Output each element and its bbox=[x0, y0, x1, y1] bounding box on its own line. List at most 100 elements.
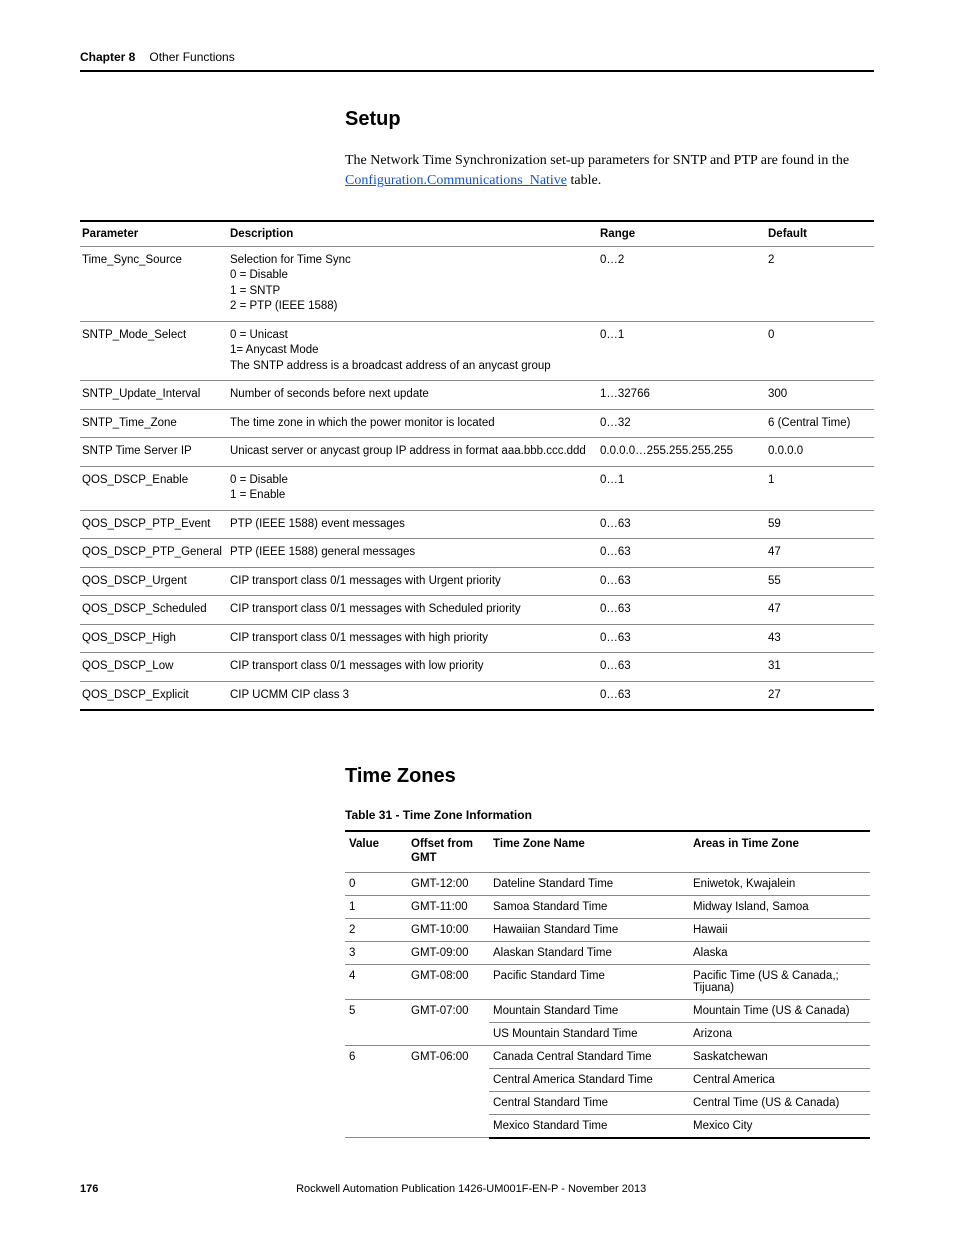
cell-description: Selection for Time Sync0 = Disable1 = SN… bbox=[228, 246, 598, 321]
setup-intro: The Network Time Synchronization set-up … bbox=[345, 151, 874, 192]
cell-parameter: SNTP_Update_Interval bbox=[80, 381, 228, 410]
cell-parameter: QOS_DSCP_Enable bbox=[80, 466, 228, 510]
cell-parameter: SNTP_Time_Zone bbox=[80, 409, 228, 438]
cell-parameter: QOS_DSCP_PTP_General bbox=[80, 539, 228, 568]
table-row: QOS_DSCP_LowCIP transport class 0/1 mess… bbox=[80, 653, 874, 682]
cell-description: CIP transport class 0/1 messages with lo… bbox=[228, 653, 598, 682]
cell-offset: GMT-09:00 bbox=[407, 941, 489, 964]
page-header: Chapter 8 Other Functions bbox=[80, 50, 874, 72]
footer-publication: Rockwell Automation Publication 1426-UM0… bbox=[98, 1183, 844, 1195]
cell-description: Number of seconds before next update bbox=[228, 381, 598, 410]
cell-default: 47 bbox=[766, 539, 874, 568]
cell-offset: GMT-12:00 bbox=[407, 872, 489, 895]
timezone-section: Time Zones Table 31 - Time Zone Informat… bbox=[345, 765, 874, 1139]
cell-range: 0…1 bbox=[598, 466, 766, 510]
table-row: QOS_DSCP_UrgentCIP transport class 0/1 m… bbox=[80, 567, 874, 596]
cell-description: PTP (IEEE 1588) general messages bbox=[228, 539, 598, 568]
footer-page-number: 176 bbox=[80, 1183, 98, 1195]
cell-range: 0…63 bbox=[598, 681, 766, 710]
col-default: Default bbox=[766, 221, 874, 247]
cell-default: 6 (Central Time) bbox=[766, 409, 874, 438]
cell-parameter: Time_Sync_Source bbox=[80, 246, 228, 321]
cell-range: 0…63 bbox=[598, 567, 766, 596]
table-row: 1GMT-11:00Samoa Standard TimeMidway Isla… bbox=[345, 895, 870, 918]
cell-default: 300 bbox=[766, 381, 874, 410]
cell-area: Arizona bbox=[689, 1022, 870, 1045]
setup-section: Setup The Network Time Synchronization s… bbox=[345, 108, 874, 192]
timezone-heading: Time Zones bbox=[345, 765, 874, 788]
cell-parameter: QOS_DSCP_Scheduled bbox=[80, 596, 228, 625]
parameter-table-header-row: Parameter Description Range Default bbox=[80, 221, 874, 247]
cell-description: 0 = Unicast1= Anycast ModeThe SNTP addre… bbox=[228, 321, 598, 381]
cell-description: CIP transport class 0/1 messages with Sc… bbox=[228, 596, 598, 625]
cell-description: PTP (IEEE 1588) event messages bbox=[228, 510, 598, 539]
col-range: Range bbox=[598, 221, 766, 247]
cell-tzname: Mountain Standard Time bbox=[489, 999, 689, 1022]
table-row: QOS_DSCP_PTP_EventPTP (IEEE 1588) event … bbox=[80, 510, 874, 539]
cell-tzname: Central America Standard Time bbox=[489, 1068, 689, 1091]
cell-parameter: SNTP Time Server IP bbox=[80, 438, 228, 467]
table-row: SNTP_Mode_Select0 = Unicast1= Anycast Mo… bbox=[80, 321, 874, 381]
table-row: 5GMT-07:00Mountain Standard TimeMountain… bbox=[345, 999, 870, 1022]
cell-tzname: Pacific Standard Time bbox=[489, 964, 689, 999]
cell-area: Midway Island, Samoa bbox=[689, 895, 870, 918]
cell-tzname: Hawaiian Standard Time bbox=[489, 918, 689, 941]
page: Chapter 8 Other Functions Setup The Netw… bbox=[0, 0, 954, 1235]
table-row: 6GMT-06:00Canada Central Standard TimeSa… bbox=[345, 1045, 870, 1068]
cell-default: 55 bbox=[766, 567, 874, 596]
cell-area: Central America bbox=[689, 1068, 870, 1091]
cell-value: 4 bbox=[345, 964, 407, 999]
table-row: 2GMT-10:00Hawaiian Standard TimeHawaii bbox=[345, 918, 870, 941]
cell-range: 0…63 bbox=[598, 510, 766, 539]
table-row: QOS_DSCP_HighCIP transport class 0/1 mes… bbox=[80, 624, 874, 653]
cell-tzname: Canada Central Standard Time bbox=[489, 1045, 689, 1068]
cell-parameter: QOS_DSCP_Explicit bbox=[80, 681, 228, 710]
cell-range: 0…63 bbox=[598, 624, 766, 653]
timezone-table-header-row: Value Offset from GMT Time Zone Name Are… bbox=[345, 831, 870, 872]
cell-range: 0…63 bbox=[598, 539, 766, 568]
page-footer: 176 Rockwell Automation Publication 1426… bbox=[80, 1183, 874, 1195]
cell-area: Pacific Time (US & Canada,; Tijuana) bbox=[689, 964, 870, 999]
cell-value: 1 bbox=[345, 895, 407, 918]
cell-tzname: Dateline Standard Time bbox=[489, 872, 689, 895]
cell-default: 0 bbox=[766, 321, 874, 381]
config-link[interactable]: Configuration.Communications_Native bbox=[345, 173, 567, 188]
cell-value: 5 bbox=[345, 999, 407, 1045]
cell-offset: GMT-08:00 bbox=[407, 964, 489, 999]
cell-value: 3 bbox=[345, 941, 407, 964]
cell-value: 0 bbox=[345, 872, 407, 895]
cell-range: 0…2 bbox=[598, 246, 766, 321]
chapter-title: Other Functions bbox=[149, 50, 234, 64]
table-row: Time_Sync_SourceSelection for Time Sync0… bbox=[80, 246, 874, 321]
cell-default: 27 bbox=[766, 681, 874, 710]
cell-tzname: Central Standard Time bbox=[489, 1091, 689, 1114]
cell-parameter: QOS_DSCP_Urgent bbox=[80, 567, 228, 596]
cell-area: Eniwetok, Kwajalein bbox=[689, 872, 870, 895]
col-tzname: Time Zone Name bbox=[489, 831, 689, 872]
parameter-table: Parameter Description Range Default Time… bbox=[80, 220, 874, 712]
cell-parameter: QOS_DSCP_High bbox=[80, 624, 228, 653]
cell-parameter: SNTP_Mode_Select bbox=[80, 321, 228, 381]
timezone-table: Value Offset from GMT Time Zone Name Are… bbox=[345, 830, 870, 1139]
chapter-label: Chapter 8 bbox=[80, 50, 135, 64]
cell-default: 0.0.0.0 bbox=[766, 438, 874, 467]
cell-area: Mountain Time (US & Canada) bbox=[689, 999, 870, 1022]
cell-range: 0…32 bbox=[598, 409, 766, 438]
cell-default: 59 bbox=[766, 510, 874, 539]
cell-default: 31 bbox=[766, 653, 874, 682]
cell-value: 6 bbox=[345, 1045, 407, 1138]
cell-area: Saskatchewan bbox=[689, 1045, 870, 1068]
cell-tzname: Mexico Standard Time bbox=[489, 1114, 689, 1138]
col-description: Description bbox=[228, 221, 598, 247]
cell-description: CIP transport class 0/1 messages with Ur… bbox=[228, 567, 598, 596]
table-row: QOS_DSCP_PTP_GeneralPTP (IEEE 1588) gene… bbox=[80, 539, 874, 568]
table-row: QOS_DSCP_ExplicitCIP UCMM CIP class 30…6… bbox=[80, 681, 874, 710]
cell-offset: GMT-06:00 bbox=[407, 1045, 489, 1138]
setup-heading: Setup bbox=[345, 108, 874, 131]
cell-tzname: Alaskan Standard Time bbox=[489, 941, 689, 964]
table-row: QOS_DSCP_Enable0 = Disable1 = Enable0…11 bbox=[80, 466, 874, 510]
cell-area: Mexico City bbox=[689, 1114, 870, 1138]
col-offset: Offset from GMT bbox=[407, 831, 489, 872]
cell-tzname: US Mountain Standard Time bbox=[489, 1022, 689, 1045]
cell-area: Hawaii bbox=[689, 918, 870, 941]
